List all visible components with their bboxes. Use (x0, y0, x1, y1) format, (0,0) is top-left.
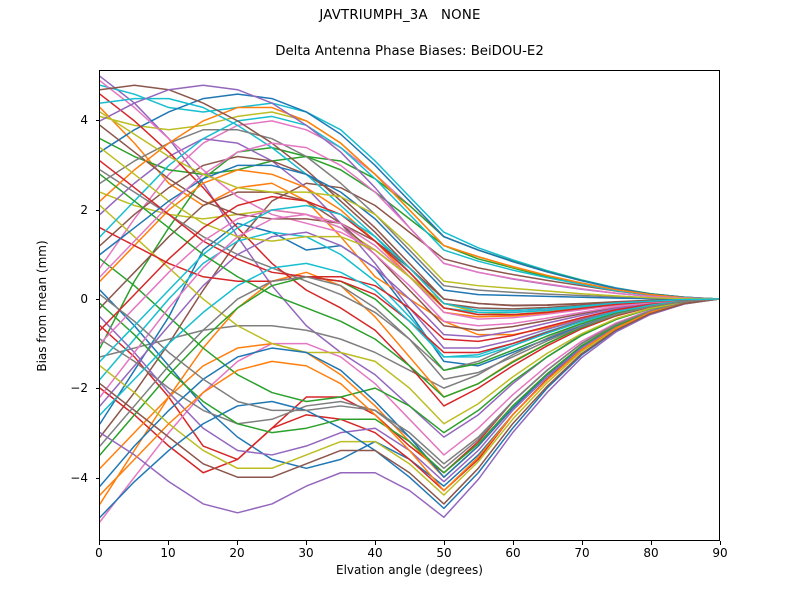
y-tick-label: −4 (70, 470, 88, 485)
y-tick-label: 2 (80, 202, 88, 217)
x-tick-mark (582, 541, 583, 545)
series-line (100, 204, 719, 425)
series-line (100, 191, 719, 331)
x-tick-mark (237, 541, 238, 545)
series-line (100, 293, 719, 465)
y-tick-mark (95, 209, 99, 211)
y-tick-mark (95, 120, 99, 122)
x-tick-mark (375, 541, 376, 545)
x-tick-label: 40 (367, 546, 383, 560)
series-line (100, 298, 719, 505)
x-tick-label: 60 (505, 546, 521, 560)
series-line (100, 129, 719, 300)
series-line (100, 258, 719, 434)
series-line (100, 75, 719, 438)
series-line (100, 276, 719, 456)
x-tick-label: 10 (160, 546, 176, 560)
x-tick-label: 80 (643, 546, 659, 560)
x-tick-label: 90 (712, 546, 728, 560)
series-line (100, 298, 719, 519)
plot-area (99, 70, 720, 541)
series-line (100, 298, 719, 496)
x-tick-mark (306, 541, 307, 545)
x-tick-label: 0 (95, 546, 103, 560)
x-tick-label: 70 (574, 546, 590, 560)
y-tick-label: −2 (70, 381, 88, 396)
series-line (100, 276, 719, 447)
x-tick-mark (513, 541, 514, 545)
series-line (100, 298, 719, 474)
series-line (100, 115, 719, 300)
y-tick-mark (95, 388, 99, 390)
x-axis-label: Elvation angle (degrees) (336, 563, 483, 577)
x-tick-label: 20 (229, 546, 245, 560)
series-line (100, 155, 719, 307)
y-axis-label-wrap: Bias from mean (mm) (35, 240, 49, 371)
axes-title: Delta Antenna Phase Biases: BeiDOU-E2 (275, 44, 544, 59)
x-tick-label: 50 (436, 546, 452, 560)
series-line (100, 262, 719, 416)
series-line (100, 195, 719, 331)
x-tick-mark (651, 541, 652, 545)
series-line (100, 93, 719, 300)
figure-suptitle: JAVTRIUMPH_3A NONE (319, 8, 481, 23)
series-line (100, 209, 719, 345)
series-line (100, 164, 719, 300)
series-line (100, 298, 719, 496)
x-tick-mark (168, 541, 169, 545)
series-line (100, 142, 719, 300)
x-tick-mark (444, 541, 445, 545)
series-line (100, 298, 719, 519)
series-line (100, 106, 719, 300)
y-tick-mark (95, 477, 99, 479)
y-tick-label: 4 (80, 113, 88, 128)
series-line (100, 204, 719, 363)
series-line (100, 111, 719, 300)
x-tick-label: 30 (298, 546, 314, 560)
series-line (100, 231, 719, 407)
series-line (100, 227, 719, 343)
x-tick-mark (720, 541, 721, 545)
y-tick-label: 0 (80, 292, 88, 306)
x-tick-mark (99, 541, 100, 545)
y-tick-mark (95, 299, 99, 300)
series-lines-svg (100, 75, 719, 523)
y-axis-label: Bias from mean (mm) (35, 240, 49, 372)
